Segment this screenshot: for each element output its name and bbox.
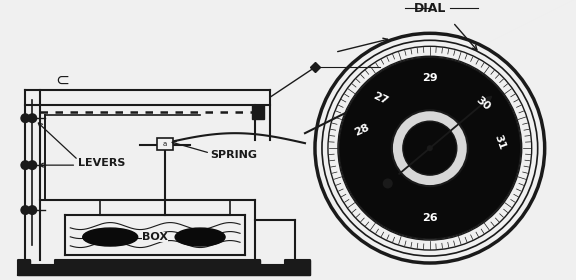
Circle shape <box>27 160 37 170</box>
Circle shape <box>20 160 31 170</box>
Text: SPRING: SPRING <box>210 150 257 160</box>
Text: 26: 26 <box>422 213 438 223</box>
Text: a: a <box>163 141 167 147</box>
Text: DIAL: DIAL <box>414 2 446 15</box>
Text: ⊃: ⊃ <box>54 69 67 87</box>
Circle shape <box>427 145 433 151</box>
Ellipse shape <box>175 228 225 246</box>
Ellipse shape <box>83 228 138 246</box>
Text: 29: 29 <box>422 73 438 83</box>
Bar <box>252 105 264 119</box>
Circle shape <box>392 110 468 186</box>
Circle shape <box>383 178 393 188</box>
Polygon shape <box>18 260 310 275</box>
Bar <box>157 138 173 150</box>
Circle shape <box>20 113 31 123</box>
Text: BOX: BOX <box>142 232 168 242</box>
Text: 27: 27 <box>372 91 389 106</box>
Text: 31: 31 <box>492 133 507 151</box>
Circle shape <box>27 113 37 123</box>
Text: LEVERS: LEVERS <box>78 158 126 168</box>
Text: 30: 30 <box>474 94 492 112</box>
Circle shape <box>27 205 37 215</box>
Circle shape <box>403 121 457 175</box>
Circle shape <box>339 57 521 239</box>
Text: 28: 28 <box>353 122 372 138</box>
Circle shape <box>20 205 31 215</box>
